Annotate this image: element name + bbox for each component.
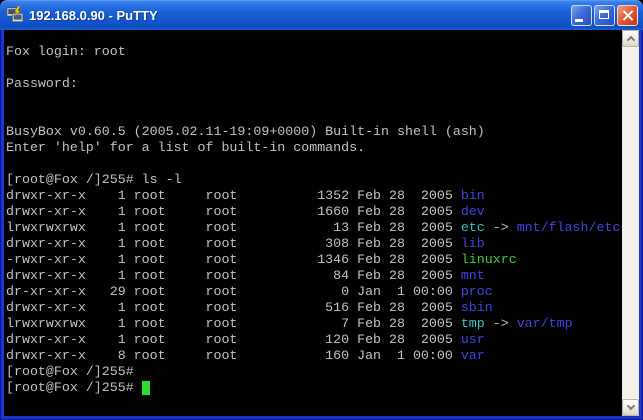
terminal-line: BusyBox v0.60.5 (2005.02.11-19:09+0000) … [6,124,485,139]
ls-row: drwxr-xr-x 1 root root 1352 Feb 28 2005 … [6,188,622,204]
title-bar[interactable]: 192.168.0.90 - PuTTY [0,0,643,30]
ls-row-meta: drwxr-xr-x 1 root root 84 Feb 28 2005 [6,268,461,283]
file-name: linuxrc [460,252,517,267]
file-name: mnt [460,268,485,283]
ls-row: lrwxrwxrwx 1 root root 7 Feb 28 2005 tmp… [6,316,622,332]
close-icon [622,9,634,21]
terminal-line [6,156,622,172]
terminal-line: Enter 'help' for a list of built-in comm… [6,140,366,155]
file-name: proc [460,284,493,299]
close-button[interactable] [617,4,638,26]
window-title: 192.168.0.90 - PuTTY [29,7,158,23]
terminal-line: [root@Fox /]255# ls -l [6,172,182,187]
maximize-button[interactable] [594,4,615,26]
file-name: var [460,348,485,363]
terminal-line: [root@Fox /]255# [6,364,134,379]
ls-row-meta: drwxr-xr-x 1 root root 308 Feb 28 2005 [6,236,461,251]
scroll-down-button[interactable] [622,399,639,416]
ls-row: drwxr-xr-x 1 root root 516 Feb 28 2005 s… [6,300,622,316]
terminal-line [6,60,622,76]
ls-row-meta: drwxr-xr-x 8 root root 160 Jan 1 00:00 [6,348,461,363]
terminal-line: Password: [6,76,78,91]
file-name: bin [460,188,485,203]
ls-row-meta: -rwxr-xr-x 1 root root 1346 Feb 28 2005 [6,252,461,267]
ls-row: dr-xr-xr-x 29 root root 0 Jan 1 00:00 pr… [6,284,622,300]
symlink-target: var/tmp [516,316,573,331]
down-arrow-icon [626,401,635,411]
ls-row: drwxr-xr-x 1 root root 120 Feb 28 2005 u… [6,332,622,348]
ls-row-meta: lrwxrwxrwx 1 root root 13 Feb 28 2005 [6,220,461,235]
ls-row-meta: dr-xr-xr-x 29 root root 0 Jan 1 00:00 [6,284,461,299]
terminal-line [6,92,622,108]
file-name: dev [460,204,485,219]
up-arrow-icon [626,35,635,45]
terminal-line: Fox login: root [6,44,126,59]
putty-app-icon[interactable] [6,6,24,24]
terminal-line [6,108,622,124]
prompt-line: [root@Fox /]255# [6,380,622,396]
symlink-arrow: -> [484,316,517,331]
minimize-button[interactable] [571,4,592,26]
file-name: usr [460,332,485,347]
ls-row-meta: drwxr-xr-x 1 root root 1660 Feb 28 2005 [6,204,461,219]
ls-row: drwxr-xr-x 1 root root 308 Feb 28 2005 l… [6,236,622,252]
symlink-arrow: -> [484,220,517,235]
ls-row: -rwxr-xr-x 1 root root 1346 Feb 28 2005 … [6,252,622,268]
terminal-screen[interactable]: Fox login: root Password: BusyBox v0.60.5 … [4,30,622,416]
window-content: Fox login: root Password: BusyBox v0.60.5 … [0,30,643,420]
ls-row-meta: drwxr-xr-x 1 root root 1352 Feb 28 2005 [6,188,461,203]
minimize-icon [575,18,583,22]
ls-row: drwxr-xr-x 1 root root 84 Feb 28 2005 mn… [6,268,622,284]
file-name: etc [460,220,485,235]
file-name: tmp [460,316,485,331]
ls-row: drwxr-xr-x 1 root root 1660 Feb 28 2005 … [6,204,622,220]
ls-row-meta: drwxr-xr-x 1 root root 516 Feb 28 2005 [6,300,461,315]
scrollbar[interactable] [622,30,639,416]
terminal-cursor [141,381,150,395]
ls-row-meta: drwxr-xr-x 1 root root 120 Feb 28 2005 [6,332,461,347]
ls-row-meta: lrwxrwxrwx 1 root root 7 Feb 28 2005 [6,316,461,331]
ls-row: drwxr-xr-x 8 root root 160 Jan 1 00:00 v… [6,348,622,364]
file-name: lib [460,236,485,251]
scroll-up-button[interactable] [622,30,639,47]
file-name: sbin [460,300,493,315]
maximize-icon [599,9,609,19]
ls-row: lrwxrwxrwx 1 root root 13 Feb 28 2005 et… [6,220,622,236]
shell-prompt: [root@Fox /]255# [6,380,142,395]
symlink-target: mnt/flash/etc [516,220,621,235]
